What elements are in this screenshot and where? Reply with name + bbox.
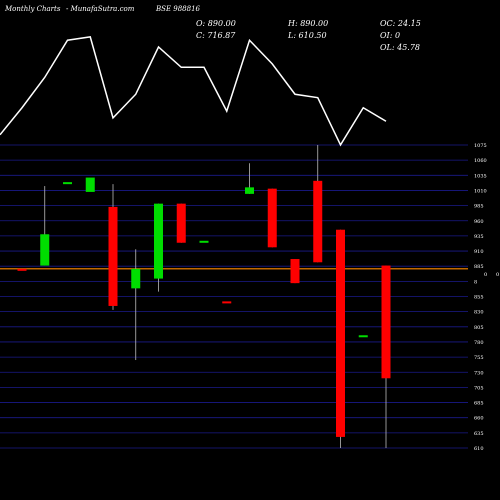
- close-value: C: 716.87: [196, 31, 236, 40]
- ol-value: OL: 45.78: [380, 43, 420, 52]
- y-tick-label: 685: [474, 401, 484, 407]
- symbol-label: BSE 988816: [155, 5, 201, 13]
- candle-body: [222, 301, 232, 304]
- indicator-line-layer: [0, 36, 387, 147]
- y-tick-label: 1060: [474, 158, 487, 164]
- candle-body: [245, 187, 254, 194]
- candle: [267, 188, 277, 248]
- candle: [108, 184, 118, 310]
- candle-body: [267, 188, 277, 248]
- candle: [85, 177, 95, 192]
- candle-body: [176, 203, 186, 243]
- y-tick-label: 1035: [474, 173, 487, 179]
- candle-body: [336, 229, 345, 437]
- y-tick-label: 780: [474, 340, 484, 346]
- candle: [313, 145, 323, 263]
- y-tick-label: 635: [474, 431, 484, 437]
- y-tick-label: 705: [474, 385, 484, 391]
- candle-body: [17, 268, 27, 271]
- candle: [17, 268, 27, 271]
- high-value: H: 890.00: [287, 19, 328, 28]
- candle: [290, 259, 300, 284]
- candle: [381, 265, 391, 448]
- candle-body: [63, 182, 72, 185]
- y-tick-label: 610: [474, 446, 484, 452]
- candle-body: [85, 177, 95, 192]
- candle: [176, 203, 186, 243]
- y-tick-label: 1010: [474, 188, 487, 194]
- candle: [154, 203, 163, 292]
- y-tick-label: 855: [474, 295, 484, 301]
- candle: [358, 335, 368, 338]
- y-tick-label: 755: [474, 355, 484, 361]
- low-value: L: 610.50: [287, 31, 327, 40]
- y-tick-label: 885: [474, 264, 484, 270]
- candle-body: [290, 259, 300, 284]
- tick-label-layer: 1075 1060 1035 1010 985 960 935 910 885 8 855 830 80…: [474, 143, 499, 452]
- candle-body: [40, 234, 50, 266]
- indicator-line: [0, 36, 387, 147]
- y-tick-label: 935: [474, 234, 484, 240]
- brand-label: - MunafaSutra.com: [66, 5, 135, 13]
- right-label: 0: [484, 272, 487, 278]
- grid-layer: [0, 144, 468, 449]
- y-tick-label: 985: [474, 204, 484, 210]
- candle-body: [381, 265, 391, 379]
- candle-body: [108, 206, 118, 306]
- candle-body: [358, 335, 368, 338]
- oi-value: OI: 0: [380, 31, 400, 40]
- candle-body: [154, 203, 163, 279]
- y-tick-label: 910: [474, 249, 484, 255]
- y-tick-label: 805: [474, 325, 484, 331]
- candle: [245, 163, 254, 194]
- y-tick-label: 660: [474, 416, 484, 422]
- candle-body: [199, 240, 209, 243]
- y-tick-label: 730: [474, 370, 484, 376]
- candle: [336, 229, 345, 448]
- y-tick-label: 8: [474, 279, 477, 285]
- chart-title: Monthly Charts: [4, 5, 61, 13]
- open-value: O: 890.00: [196, 19, 236, 28]
- right-label: 0: [496, 272, 499, 278]
- candle: [199, 240, 209, 243]
- y-tick-label: 1075: [474, 143, 487, 149]
- candle-body: [131, 268, 141, 289]
- y-tick-label: 960: [474, 219, 484, 225]
- candle: [63, 182, 72, 185]
- candle: [131, 249, 141, 361]
- candle: [222, 301, 232, 304]
- y-tick-label: 830: [474, 310, 484, 316]
- candle-layer: [17, 145, 391, 448]
- candle: [40, 186, 50, 266]
- oc-value: OC: 24.15: [380, 19, 421, 28]
- candle-body: [313, 180, 323, 263]
